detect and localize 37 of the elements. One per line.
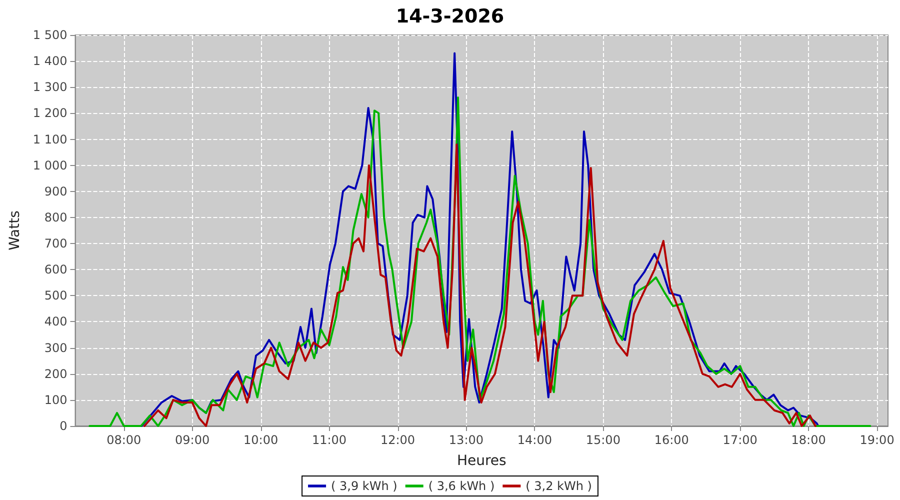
y-tick-label: 100 [44,392,68,407]
y-tick-label: 0 [60,419,68,433]
y-tick-label: 300 [44,340,68,355]
legend-label: ( 3,2 kWh ) [526,479,592,493]
x-tick-label: 10:00 [244,433,278,447]
x-axis-title: Heures [456,453,506,469]
x-tick-label: 12:00 [380,433,416,447]
y-tick-label: 1 500 [32,28,68,42]
y-tick-label: 500 [44,288,68,303]
line-series [140,52,820,427]
y-tick-label: 1 000 [32,158,68,172]
y-tick-label: 1 400 [32,54,68,68]
y-axis-title: Watts [7,210,23,250]
y-tick-label: 700 [44,236,68,251]
x-tick-label: 18:00 [791,433,826,447]
x-tick-label: 13:00 [448,433,484,447]
legend-label: ( 3,6 kWh ) [428,479,495,493]
legend-label: ( 3,9 kWh ) [331,479,398,493]
x-tick-label: 16:00 [654,433,689,447]
y-tick-label: 1 100 [32,132,68,146]
x-tick-label: 17:00 [722,433,758,447]
x-tick-label: 08:00 [106,433,142,447]
x-tick-label: 11:00 [312,433,347,447]
x-tick-label: 14:00 [517,433,552,447]
x-tick-label: 09:00 [175,433,210,447]
x-tick-label: 19:00 [860,433,894,447]
x-tick-label: 15:00 [586,433,620,447]
chart-title: 14-3-2026 [396,6,504,28]
line-series [88,96,872,427]
y-tick-label: 400 [44,314,68,329]
y-tick-label: 900 [44,184,68,198]
y-tick-label: 1 300 [32,80,68,94]
y-tick-label: 200 [44,366,68,381]
y-tick-label: 1 200 [32,106,68,120]
line-series [143,143,816,427]
y-tick-label: 600 [44,262,68,277]
y-tick-label: 800 [44,210,68,224]
